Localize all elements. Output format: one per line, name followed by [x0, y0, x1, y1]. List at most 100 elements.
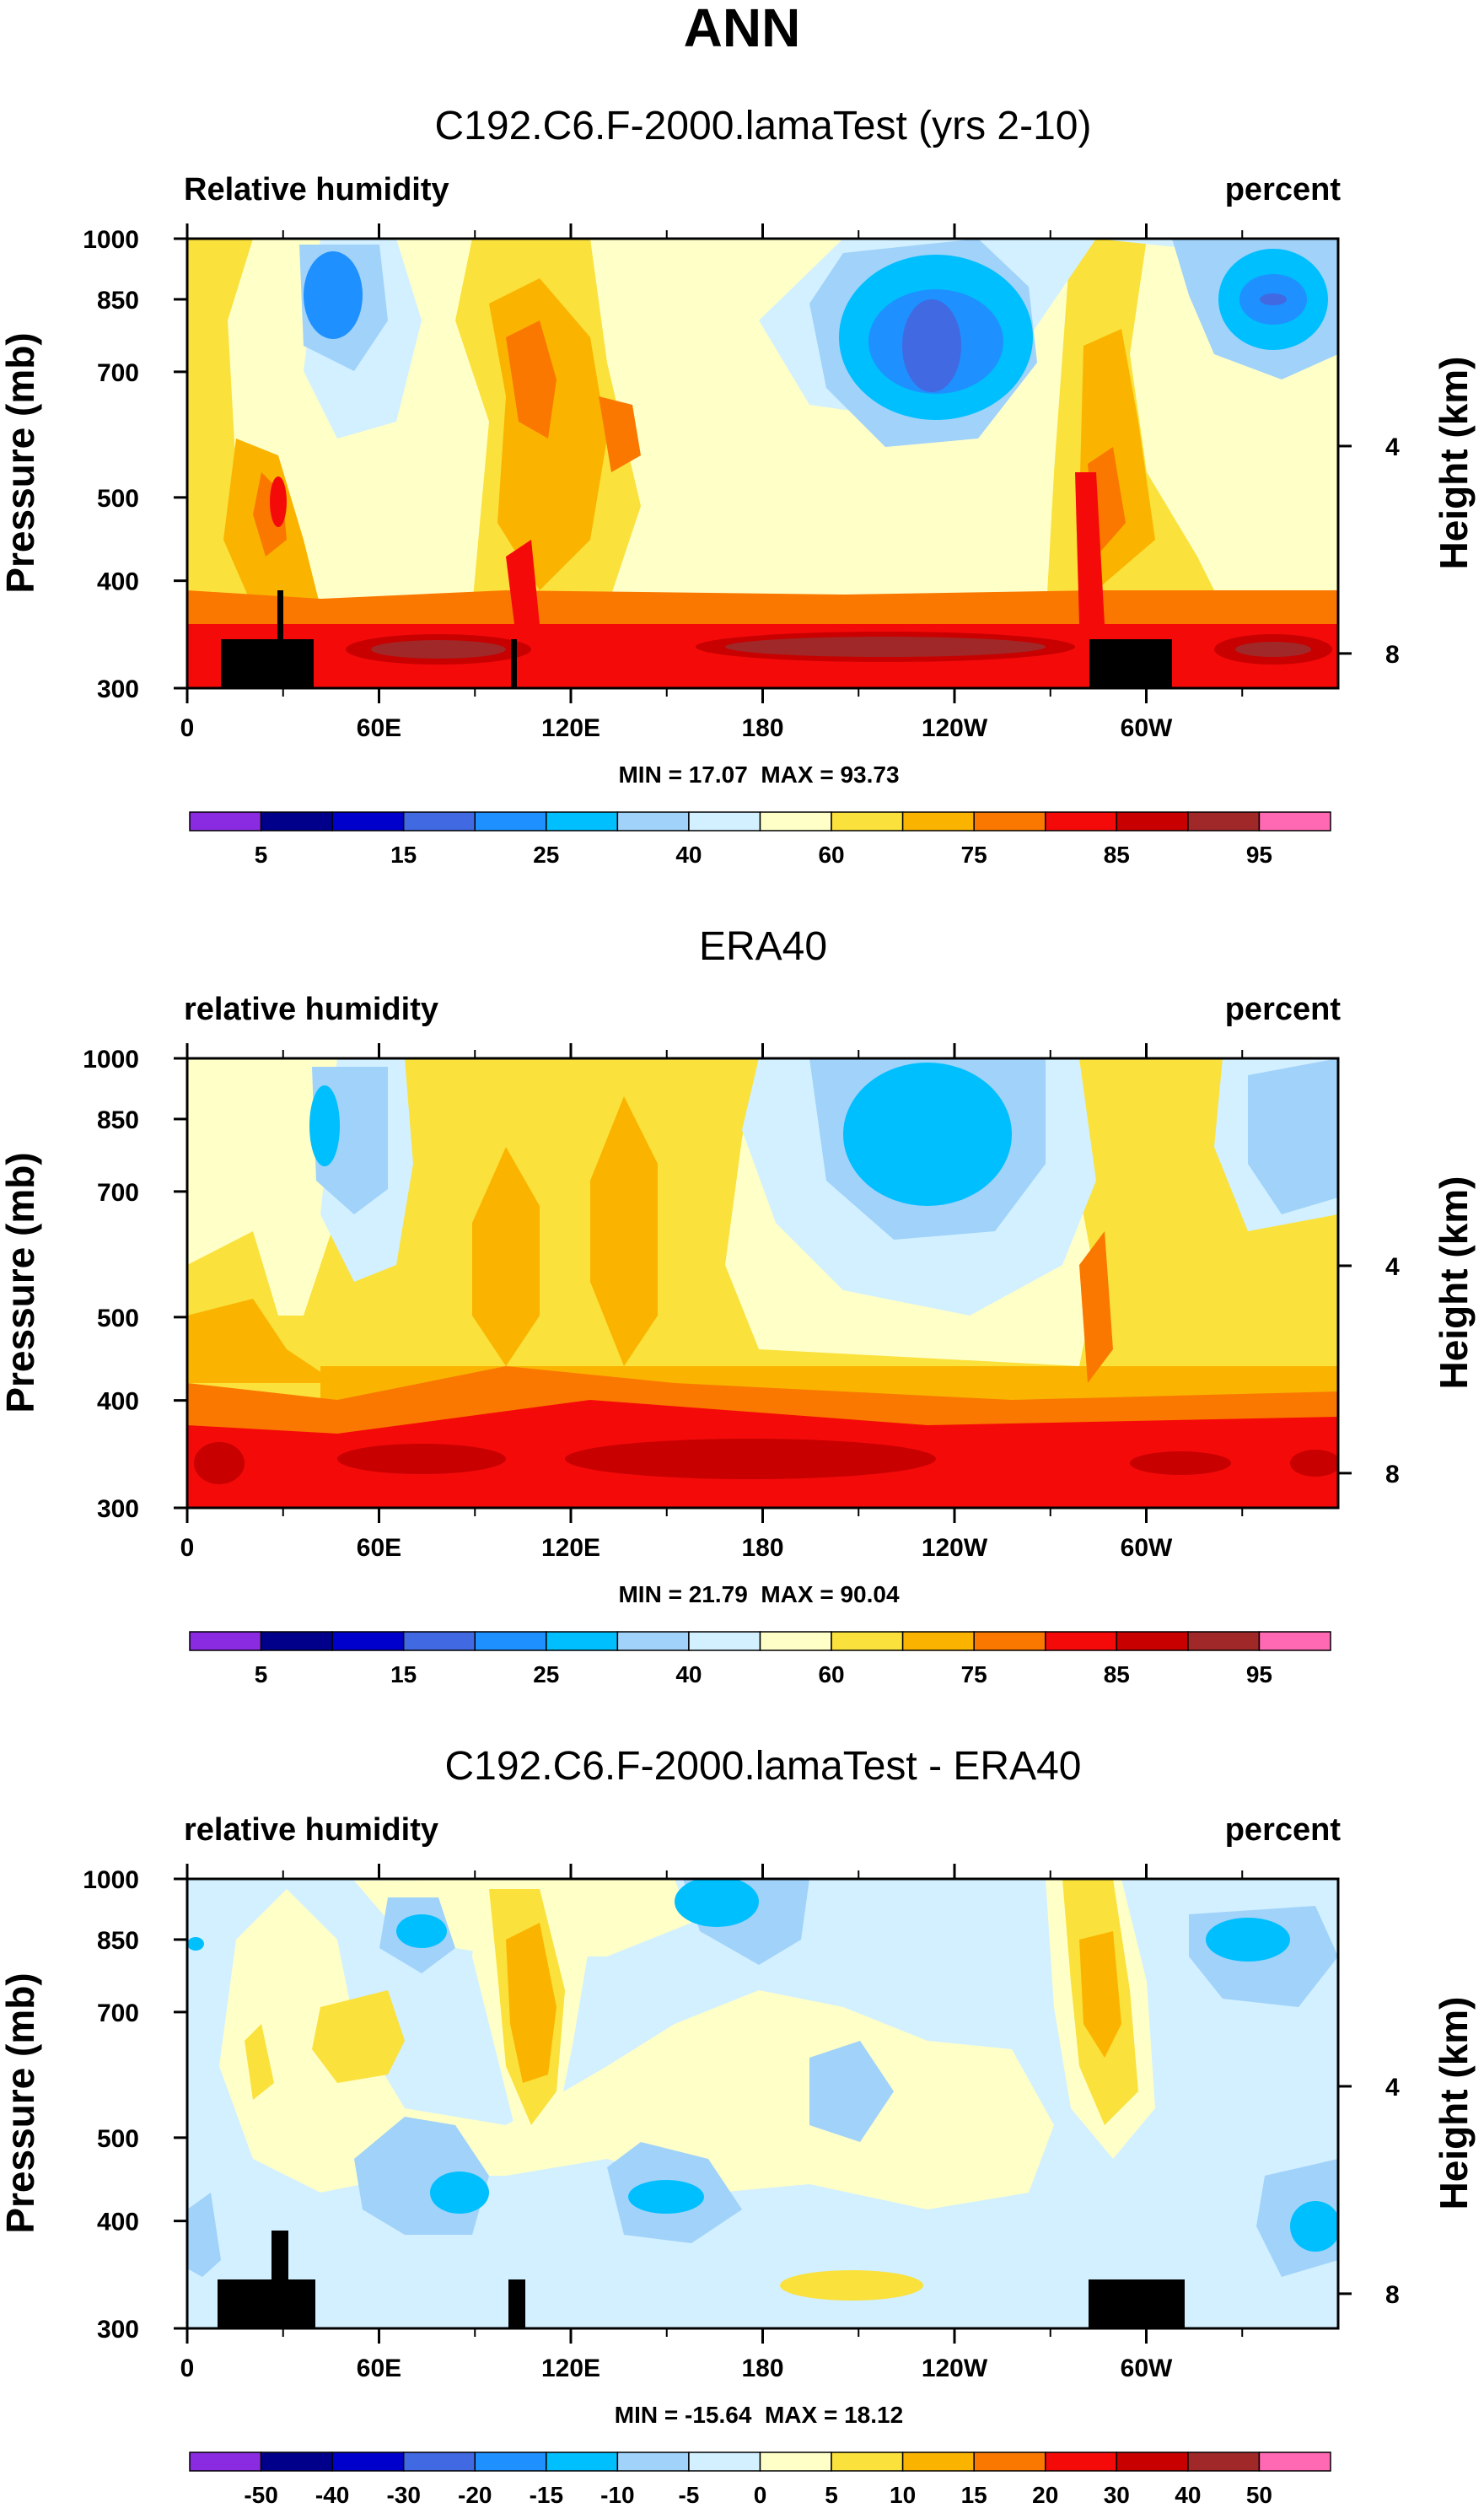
- panel-1-colorbar: 5 15 25 40 60 75 85 95: [189, 811, 1331, 868]
- panel-2-colorbar-label: 25: [533, 1661, 559, 1687]
- panel-1-left-label: Relative humidity: [184, 172, 449, 207]
- panel-2-y-tick-label: 500: [97, 1305, 139, 1332]
- panel-1-colorbar-box: [831, 811, 904, 832]
- panel-2-colorbar-box: [260, 1631, 333, 1651]
- panel-3-colorbar-label: -10: [600, 2482, 634, 2508]
- panel-2-colorbar-label: 60: [818, 1661, 844, 1687]
- panel-3-colorbar-box: [831, 2451, 904, 2472]
- panel-2-x-tick-label: 0: [180, 1534, 195, 1562]
- panel-3-topography: [272, 2231, 288, 2279]
- panel-1-contour-field: [187, 239, 1338, 688]
- panel-3-axes: 0 60E 120E 180 120W 60W 300 400 500 700 850 1000 8…: [83, 1864, 1400, 2382]
- panel-1-colorbar-label: 15: [390, 842, 417, 868]
- page-title: ANN: [684, 0, 801, 58]
- panel-1-y-right-axis: 84: [1338, 433, 1400, 669]
- panel-2-colorbar-label: 85: [1104, 1661, 1130, 1687]
- panel-3-colorbar-label: 5: [825, 2482, 838, 2508]
- panel-3-colorbar-box: [973, 2451, 1046, 2472]
- panel-2-colorbar-box: [1045, 1631, 1118, 1651]
- panel-3-x-tick-label: 0: [180, 2355, 195, 2382]
- panel-2-colorbar-box: [616, 1631, 690, 1651]
- panel-3-y-axis: 300 400 500 700 850 1000: [83, 1866, 187, 2344]
- panel-3-y-tick-label: 300: [97, 2316, 139, 2344]
- panel-3-y-tick-label: 850: [97, 1927, 139, 1955]
- panel-1-colorbar-box: [474, 811, 547, 832]
- panel-3-colorbar-label: -30: [386, 2482, 420, 2508]
- panel-2-ylabel: Pressure (mb): [0, 1152, 42, 1413]
- panel-1-right-label: percent: [1225, 172, 1342, 207]
- panel-3-y-right-tick-label: 8: [1385, 2281, 1400, 2309]
- panel-3-colorbar-box: [688, 2451, 761, 2472]
- panel-3-contour-field: [187, 1879, 1338, 2328]
- panel-2-colorbar-box: [1187, 1631, 1261, 1651]
- panel-2-x-tick-label: 180: [741, 1534, 783, 1562]
- panel-2-y-tick-label: 300: [97, 1495, 139, 1523]
- panel-1-colorbar-label: 75: [961, 842, 987, 868]
- panel-3-topography: [218, 2279, 315, 2328]
- panel-1-axes: 0 60E 120E 180 120W 60W 300 400 500 700 850 1000 8…: [83, 223, 1400, 742]
- panel-1-y-right-tick-label: 8: [1385, 641, 1400, 669]
- panel-2-y-tick-label: 850: [97, 1106, 139, 1134]
- panel-1-topography: [511, 639, 517, 688]
- panel-1-colorbar-label: 40: [675, 842, 702, 868]
- panel-2-colorbar-label: 15: [390, 1661, 417, 1687]
- panel-3-colorbar: -50 -40 -30 -20 -15 -10 -5 0 5 10 15 20 30 40 50: [189, 2451, 1331, 2508]
- panel-2-x-tick-label: 60W: [1121, 1534, 1173, 1562]
- panel-1-y-tick-label: 500: [97, 485, 139, 513]
- panel-3-colorbar-label: -50: [244, 2482, 277, 2508]
- panel-1-colorbar-box: [688, 811, 761, 832]
- panel-3-colorbar-box: [260, 2451, 333, 2472]
- panel-1-x-tick-label: 0: [180, 714, 195, 742]
- panel-1-colorbar-box: [546, 811, 619, 832]
- panel-2-y-right-axis: 84: [1338, 1253, 1400, 1488]
- panel-2-colorbar-label: 95: [1246, 1661, 1272, 1687]
- panel-2-colorbar-label: 5: [255, 1661, 268, 1687]
- panel-2-colorbar-box: [546, 1631, 619, 1651]
- panel-2-colorbar: 5 15 25 40 60 75 85 95: [189, 1631, 1331, 1687]
- panel-1-y-tick-label: 700: [97, 359, 139, 387]
- panel-1-y-right-tick-label: 4: [1385, 433, 1400, 461]
- panel-1-colorbar-box: [616, 811, 690, 832]
- panel-1-ylabel: Pressure (mb): [0, 332, 42, 593]
- panel-1-colorbar-label: 5: [255, 842, 268, 868]
- panel-3-x-tick-label: 60E: [357, 2355, 401, 2382]
- panel-2-x-tick-label: 120W: [922, 1534, 988, 1562]
- panel-2-ylabel-right: Height (km): [1432, 1176, 1476, 1390]
- panel-2-colorbar-box: [331, 1631, 405, 1651]
- panel-3-y-right-tick-label: 4: [1385, 2074, 1400, 2102]
- panel-1-y-tick-label: 850: [97, 287, 139, 315]
- panel-1-colorbar-box: [1258, 811, 1331, 832]
- panel-1-y-tick-label: 1000: [83, 226, 139, 254]
- panel-2-colorbar-box: [901, 1631, 975, 1651]
- panel-1-colorbar-box: [973, 811, 1046, 832]
- panel-1-y-axis: 300 400 500 700 850 1000: [83, 226, 187, 703]
- panel-1-y-tick-label: 400: [97, 568, 139, 596]
- panel-3: C192.C6.F-2000.lamaTest - ERA40 relative…: [0, 1744, 1476, 2508]
- panel-1-colorbar-box: [260, 811, 333, 832]
- panel-3-colorbar-box: [1258, 2451, 1331, 2472]
- panel-1-title: C192.C6.F-2000.lamaTest (yrs 2-10): [435, 104, 1092, 148]
- panel-1-colorbar-box: [759, 811, 832, 832]
- panel-3-colorbar-box: [402, 2451, 476, 2472]
- panel-2-title: ERA40: [699, 924, 827, 969]
- panel-2-y-tick-label: 400: [97, 1388, 139, 1416]
- panel-3-colorbar-label: 30: [1104, 2482, 1130, 2508]
- panel-3-x-axis: 0 60E 120E 180 120W 60W: [180, 1864, 1244, 2382]
- panel-3-y-right-axis: 84: [1338, 2074, 1400, 2309]
- panel-3-colorbar-label: 10: [890, 2482, 916, 2508]
- panel-1-colorbar-box: [901, 811, 975, 832]
- panel-1-topography: [1089, 639, 1172, 688]
- panel-3-y-tick-label: 1000: [83, 1866, 139, 1894]
- panel-2-colorbar-label: 40: [675, 1661, 702, 1687]
- panel-2-colorbar-label: 75: [961, 1661, 987, 1687]
- panel-1-colorbar-box: [1045, 811, 1118, 832]
- panel-1-ylabel-right: Height (km): [1432, 357, 1476, 570]
- panel-3-right-label: percent: [1225, 1812, 1342, 1848]
- panel-1-stats: MIN = 17.07 MAX = 93.73: [618, 762, 899, 788]
- panel-3-colorbar-label: 50: [1246, 2482, 1272, 2508]
- panel-1-colorbar-box: [189, 811, 262, 832]
- panel-2-colorbar-box: [474, 1631, 547, 1651]
- panel-2-y-right-tick-label: 4: [1385, 1253, 1400, 1281]
- panel-3-x-tick-label: 180: [741, 2355, 783, 2382]
